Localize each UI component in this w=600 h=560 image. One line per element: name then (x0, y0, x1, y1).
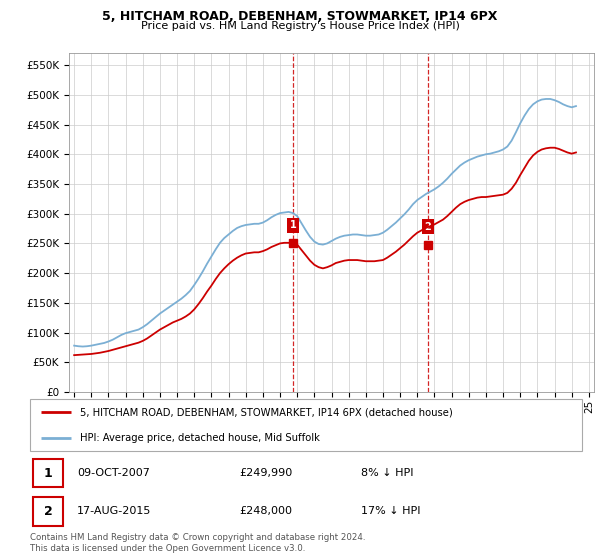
Text: 1: 1 (290, 220, 296, 230)
FancyBboxPatch shape (33, 497, 63, 525)
Text: 17-AUG-2015: 17-AUG-2015 (77, 506, 151, 516)
Text: 17% ↓ HPI: 17% ↓ HPI (361, 506, 421, 516)
Text: £248,000: £248,000 (240, 506, 293, 516)
Text: Contains HM Land Registry data © Crown copyright and database right 2024.
This d: Contains HM Land Registry data © Crown c… (30, 533, 365, 553)
Text: 2: 2 (425, 222, 431, 231)
Text: £249,990: £249,990 (240, 468, 293, 478)
Text: 2: 2 (44, 505, 52, 518)
Text: HPI: Average price, detached house, Mid Suffolk: HPI: Average price, detached house, Mid … (80, 433, 320, 443)
FancyBboxPatch shape (33, 459, 63, 487)
FancyBboxPatch shape (30, 399, 582, 451)
Text: 5, HITCHAM ROAD, DEBENHAM, STOWMARKET, IP14 6PX (detached house): 5, HITCHAM ROAD, DEBENHAM, STOWMARKET, I… (80, 407, 452, 417)
Text: Price paid vs. HM Land Registry's House Price Index (HPI): Price paid vs. HM Land Registry's House … (140, 21, 460, 31)
Text: 09-OCT-2007: 09-OCT-2007 (77, 468, 150, 478)
Text: 8% ↓ HPI: 8% ↓ HPI (361, 468, 414, 478)
Text: 5, HITCHAM ROAD, DEBENHAM, STOWMARKET, IP14 6PX: 5, HITCHAM ROAD, DEBENHAM, STOWMARKET, I… (103, 10, 497, 23)
Text: 1: 1 (44, 466, 52, 479)
